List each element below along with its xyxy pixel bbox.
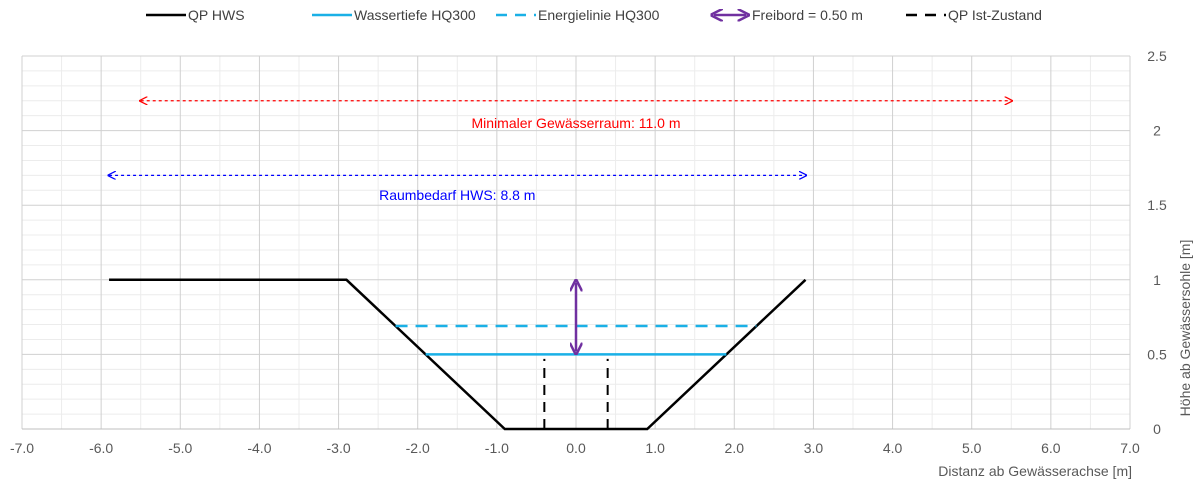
x-tick-label: 7.0 (1120, 440, 1140, 456)
legend-label: QP HWS (188, 7, 245, 23)
x-tick-label: 3.0 (804, 440, 824, 456)
x-tick-label: -1.0 (485, 440, 509, 456)
x-tick-label: 2.0 (725, 440, 745, 456)
x-tick-label: 6.0 (1041, 440, 1061, 456)
gewaesserraum-label: Minimaler Gewässerraum: 11.0 m (471, 115, 680, 131)
y-axis-label: Höhe ab Gewässersohle [m] (1177, 240, 1193, 417)
x-axis-label: Distanz ab Gewässerachse [m] (938, 463, 1132, 479)
x-tick-label: -4.0 (247, 440, 271, 456)
series-qp-hws-line (109, 278, 807, 431)
x-tick-label: -2.0 (406, 440, 430, 456)
y-tick-label: 0.5 (1147, 346, 1167, 362)
legend-label: Freibord = 0.50 m (752, 7, 863, 23)
x-tick-label: 5.0 (962, 440, 982, 456)
y-tick-label: 2 (1153, 123, 1161, 139)
x-tick-label: -5.0 (168, 440, 192, 456)
x-tick-labels: -7.0 -6.0 -5.0 -4.0 -3.0 -2.0 -1.0 0.0 1.0 2.0 3.0… (10, 440, 1140, 456)
x-tick-label: 4.0 (883, 440, 903, 456)
major-gridlines (21, 55, 1131, 430)
legend-label: Energielinie HQ300 (538, 7, 660, 23)
x-tick-label: -7.0 (10, 440, 34, 456)
y-tick-label: 1.5 (1147, 197, 1167, 213)
annotation-layer: Minimaler Gewässerraum: 11.0 m Raumbedarf… (109, 101, 1011, 203)
y-tick-label: 0 (1153, 421, 1161, 437)
legend-label: QP Ist-Zustand (948, 7, 1042, 23)
legend: QP HWS Wassertiefe HQ300 Energielinie HQ30… (146, 7, 1042, 23)
raumbedarf-label: Raumbedarf HWS: 8.8 m (379, 187, 535, 203)
series-layer (109, 278, 807, 431)
x-tick-label: -3.0 (327, 440, 351, 456)
x-tick-label: 0.0 (566, 440, 586, 456)
x-tick-label: 1.0 (645, 440, 665, 456)
legend-label: Wassertiefe HQ300 (354, 7, 476, 23)
x-tick-label: -6.0 (89, 440, 113, 456)
y-tick-labels: 0 0.5 1 1.5 2 2.5 (1147, 48, 1167, 437)
y-tick-label: 1 (1153, 272, 1161, 288)
y-tick-label: 2.5 (1147, 48, 1167, 64)
